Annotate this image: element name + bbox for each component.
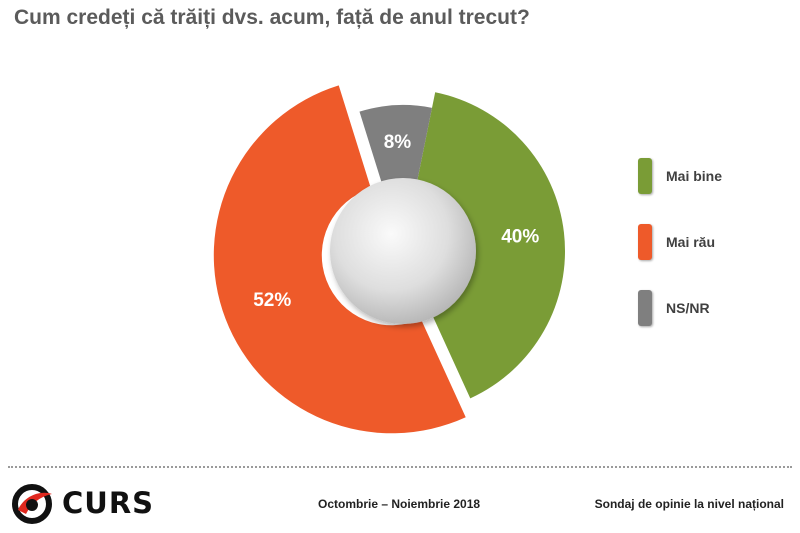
slice-mai-bine (416, 92, 565, 399)
data-label: 52% (253, 290, 291, 311)
survey-subtitle: Sondaj de opinie la nivel național (594, 497, 784, 511)
data-label: 40% (501, 227, 539, 248)
slice-mai-r-u (213, 85, 466, 434)
logo-emblem-icon (12, 484, 52, 524)
curs-logo: CURS (10, 480, 153, 526)
legend-label: NS/NR (666, 300, 710, 316)
slice-labels: 40% 52% 8% (253, 132, 539, 311)
logo-text: CURS (62, 486, 155, 520)
legend-label: Mai rău (666, 234, 716, 250)
donut-slices (213, 85, 565, 434)
legend-swatch-ns-nr (638, 290, 652, 326)
legend-swatch-mai-rau (638, 224, 652, 260)
footer-divider (8, 466, 792, 468)
survey-date: Octombrie – Noiembrie 2018 (318, 497, 481, 511)
slice-ns-nr (359, 105, 433, 185)
legend-swatch-mai-bine (638, 158, 652, 194)
data-label: 8% (384, 132, 412, 153)
donut-center (330, 178, 476, 324)
donut-chart: 40% 52% 8% (213, 85, 565, 434)
legend-label: Mai bine (666, 168, 723, 184)
chart-title: Cum credeți că trăiți dvs. acum, față de… (14, 6, 530, 29)
